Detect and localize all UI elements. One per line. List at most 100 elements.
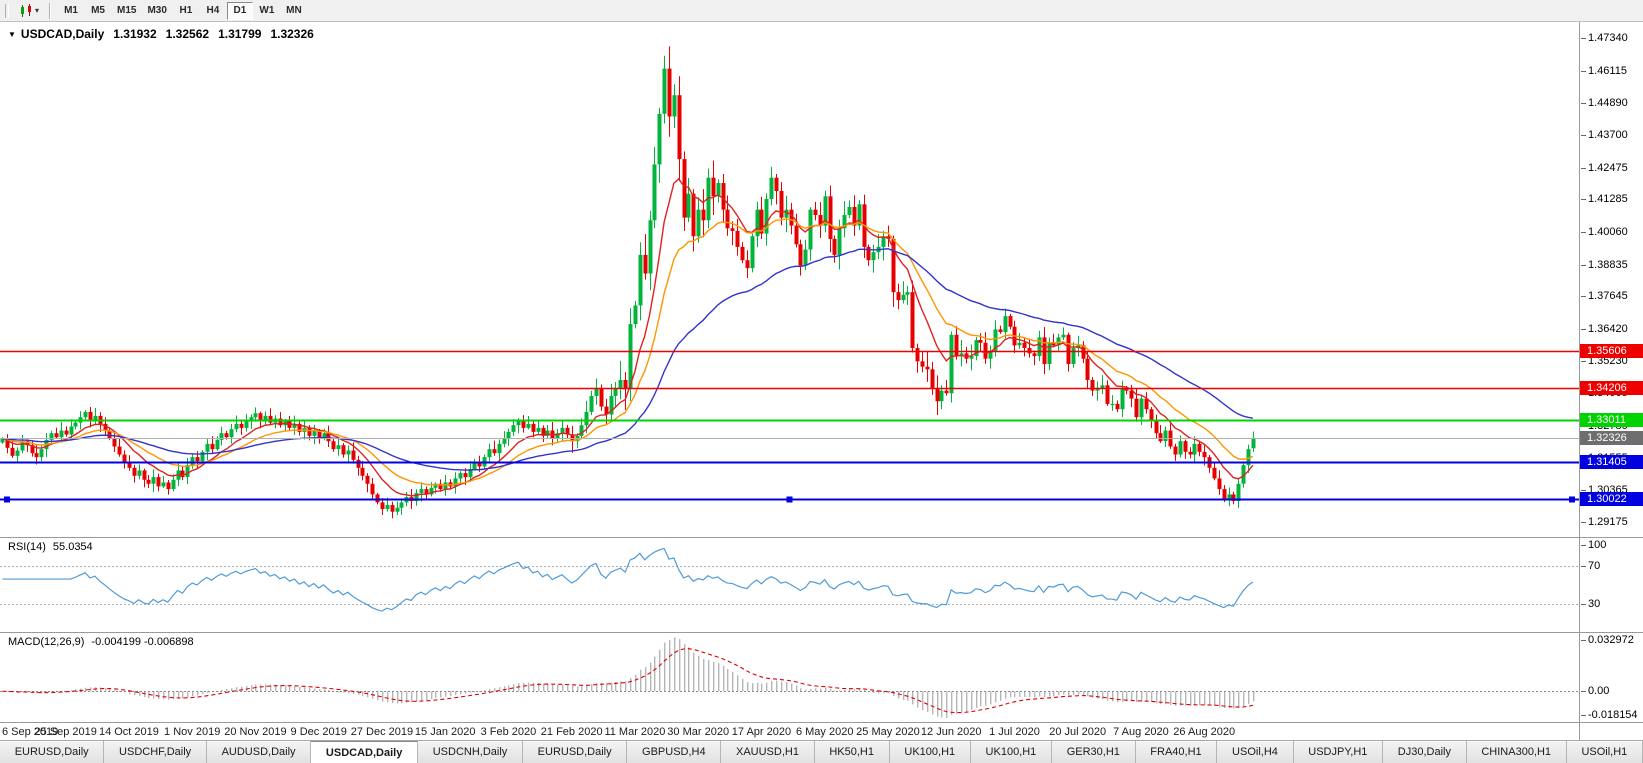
chart-tab-12-fra40-h1[interactable]: FRA40,H1 [1135, 741, 1218, 763]
rsi-name: RSI(14) [8, 541, 46, 553]
timeframe-button-m1[interactable]: M1 [64, 5, 78, 16]
date-axis-label: 20 Nov 2019 [224, 726, 287, 738]
rsi-canvas[interactable] [0, 538, 1579, 632]
date-axis-label: 30 Mar 2020 [667, 726, 730, 738]
chart-tab-0-eurusd-daily[interactable]: EURUSD,Daily [0, 741, 105, 763]
date-axis-label: 9 Dec 2019 [290, 726, 347, 738]
chart-tab-6-gbpusd-h4[interactable]: GBPUSD,H4 [627, 741, 722, 763]
date-axis-label: 17 Apr 2020 [731, 726, 792, 738]
chart-tab-13-usoil-h4[interactable]: USOil,H4 [1217, 741, 1294, 763]
date-axis-label: 12 Jun 2020 [920, 726, 982, 738]
chart-tab-17-usoil-h1[interactable]: USOil,H1 [1566, 741, 1643, 763]
chart-header: ▼ USDCAD,Daily 1.31932 1.32562 1.31799 1… [8, 27, 314, 41]
toolbar-grip[interactable] [5, 3, 9, 18]
chart-symbol-title: USDCAD,Daily [20, 27, 105, 41]
date-axis-label: 1 Jul 2020 [989, 726, 1040, 738]
macd-canvas[interactable] [0, 633, 1579, 722]
date-axis-label: 3 Feb 2020 [480, 726, 537, 738]
date-axis-label: 27 Dec 2019 [350, 726, 414, 738]
rsi-scale-label: 100 [1580, 539, 1607, 551]
level-price-badge: 1.33011 [1580, 412, 1643, 427]
bid-price-badge: 1.32326 [1580, 430, 1643, 445]
toolbar-separator [49, 2, 52, 19]
macd-scale-label: 0.00 [1580, 685, 1610, 698]
date-axis-label: 6 May 2020 [795, 726, 854, 738]
chart-tab-14-usdjpy-h1[interactable]: USDJPY,H1 [1293, 741, 1384, 763]
chart-tabs-bar: EURUSD,Daily USDCHF,Daily AUDUSD,Daily USDC… [0, 740, 1643, 763]
level-price-badge: 1.34206 [1580, 380, 1643, 395]
chart-tab-8-hk50-h1[interactable]: HK50,H1 [814, 741, 890, 763]
date-axis-label: 25 May 2020 [856, 726, 920, 738]
date-axis-label: 11 Mar 2020 [604, 726, 666, 738]
chart-tab-9-uk100-h1[interactable]: UK100,H1 [889, 741, 971, 763]
rsi-scale[interactable]: 100 70 30 [1579, 538, 1643, 632]
macd-scale-label: -0.018154 [1581, 709, 1638, 721]
chart-tab-10-uk100-h1[interactable]: UK100,H1 [970, 741, 1053, 763]
timeframe-button-m30[interactable]: M30 [147, 5, 167, 16]
price-axis-label: 1.47340 [1581, 32, 1628, 45]
timeframe-button-mn[interactable]: MN [286, 5, 302, 16]
level-price-badge: 1.35606 [1580, 343, 1643, 358]
date-axis-label: 14 Oct 2019 [98, 726, 159, 738]
collapse-triangle-icon[interactable]: ▼ [8, 29, 16, 39]
chart-tab-11-ger30-h1[interactable]: GER30,H1 [1052, 741, 1136, 763]
timeframe-button-m5[interactable]: M5 [91, 5, 105, 16]
rsi-label: RSI(14) 55.0354 [8, 541, 93, 553]
date-axis-label: 6 Sep 2019 [2, 726, 59, 738]
candlestick-chart-icon [21, 3, 31, 17]
timeframe-button-h1[interactable]: H1 [179, 5, 193, 16]
ohlc-open: 1.31932 [113, 27, 157, 41]
price-axis-label: 1.37645 [1581, 290, 1628, 303]
price-axis-label: 1.29175 [1581, 515, 1628, 528]
timeframe-button-w1[interactable]: W1 [259, 5, 275, 16]
macd-values: -0.004199 -0.006898 [91, 636, 194, 648]
date-axis-label: 1 Nov 2019 [164, 726, 221, 738]
price-axis-label: 1.38835 [1581, 258, 1628, 271]
price-axis-label: 1.46115 [1581, 64, 1627, 77]
date-axis-label: 7 Aug 2020 [1113, 726, 1169, 738]
rsi-scale-label: 30 [1580, 597, 1601, 610]
macd-scale[interactable]: 0.032972 0.00 -0.018154 [1579, 633, 1643, 722]
timeframe-button-m15[interactable]: M15 [117, 5, 137, 16]
price-axis-label: 1.42475 [1581, 161, 1628, 174]
macd-scale-label: 0.032972 [1581, 634, 1634, 646]
main-chart-panel: ▼ USDCAD,Daily 1.31932 1.32562 1.31799 1… [0, 22, 1643, 537]
timeframe-toolbar: ▾ M1 M5 M15 M30 H1 H4 D1 W1 MN [0, 0, 1643, 22]
ohlc-high: 1.32562 [165, 27, 210, 41]
rsi-scale-label: 70 [1580, 560, 1601, 573]
level-price-badge: 1.30022 [1580, 492, 1643, 507]
chart-tab-15-dj30-daily[interactable]: DJ30,Daily [1383, 741, 1467, 763]
chart-tab-5-eurusd-daily[interactable]: EURUSD,Daily [522, 741, 628, 763]
chevron-down-icon: ▾ [35, 6, 40, 15]
date-axis-label: 25 Sep 2019 [34, 726, 97, 738]
macd-panel: MACD(12,26,9) -0.004199 -0.006898 0.0329… [0, 632, 1643, 722]
price-axis-label: 1.41285 [1581, 193, 1628, 206]
rsi-panel: RSI(14) 55.0354 100 70 30 [0, 537, 1643, 632]
chart-tab-7-xauusd-h1[interactable]: XAUUSD,H1 [721, 741, 815, 763]
chart-tab-4-usdcnh-daily[interactable]: USDCNH,Daily [418, 741, 523, 763]
date-axis-label: 26 Aug 2020 [1173, 726, 1236, 738]
price-axis-label: 1.40060 [1581, 225, 1628, 238]
price-axis-label: 1.44890 [1581, 97, 1628, 110]
rsi-value: 55.0354 [52, 541, 93, 553]
macd-name: MACD(12,26,9) [8, 636, 85, 648]
chart-tab-1-usdchf-daily[interactable]: USDCHF,Daily [104, 741, 207, 763]
chart-tab-3-usdcad-daily[interactable]: USDCAD,Daily [311, 741, 419, 763]
date-axis-label: 21 Feb 2020 [540, 726, 603, 738]
chart-tab-2-audusd-daily[interactable]: AUDUSD,Daily [206, 741, 312, 763]
timeframe-button-d1[interactable]: D1 [226, 1, 253, 20]
time-axis-corner [1579, 723, 1643, 740]
level-price-badge: 1.31405 [1580, 455, 1643, 470]
ohlc-close: 1.32326 [270, 27, 314, 41]
macd-label: MACD(12,26,9) -0.004199 -0.006898 [8, 636, 194, 648]
timeframe-buttons: M1 M5 M15 M30 H1 H4 D1 W1 MN [58, 1, 307, 20]
chart-tab-16-china300-h1[interactable]: CHINA300,H1 [1466, 741, 1567, 763]
date-axis-label: 15 Jan 2020 [414, 726, 476, 738]
price-chart-canvas[interactable] [0, 22, 1579, 537]
price-scale[interactable]: 1.47340 1.46115 1.44890 1.43700 1.42475 1.412… [1579, 22, 1643, 537]
price-axis-label: 1.36420 [1581, 322, 1628, 335]
timeframe-button-h4[interactable]: H4 [206, 5, 220, 16]
chart-type-button[interactable]: ▾ [16, 2, 42, 20]
time-axis[interactable]: 6 Sep 2019 25 Sep 2019 14 Oct 2019 1 Nov 20… [0, 722, 1643, 740]
